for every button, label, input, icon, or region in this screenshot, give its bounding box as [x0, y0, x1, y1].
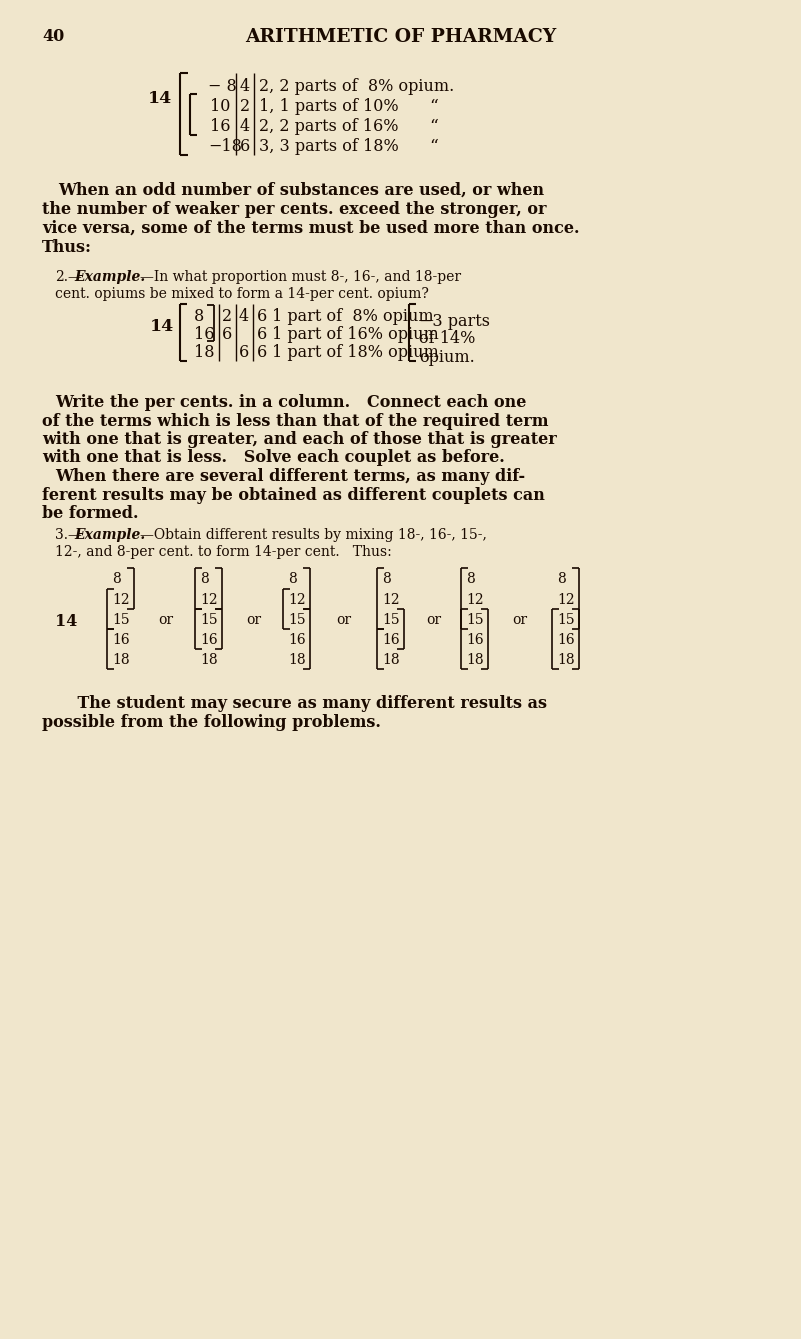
Text: 2: 2	[240, 98, 250, 115]
Text: 12: 12	[200, 593, 218, 607]
Text: 8: 8	[112, 572, 121, 586]
Text: Example.: Example.	[74, 270, 145, 284]
Text: 12: 12	[466, 593, 484, 607]
Text: 6: 6	[257, 344, 268, 362]
Text: of 14%: of 14%	[419, 329, 475, 347]
Text: 14: 14	[150, 317, 175, 335]
Text: 1 part of  8% opium: 1 part of 8% opium	[272, 308, 433, 325]
Text: 18: 18	[382, 653, 400, 667]
Text: 1, 1 parts of 10%: 1, 1 parts of 10%	[259, 98, 399, 115]
Text: 15: 15	[466, 613, 484, 627]
Text: 2, 2 parts of  8% opium.: 2, 2 parts of 8% opium.	[259, 78, 454, 95]
Text: 16: 16	[288, 633, 306, 647]
Text: When there are several different terms, as many dif-: When there are several different terms, …	[55, 469, 525, 485]
Text: 3.—: 3.—	[55, 528, 82, 542]
Text: cent. opiums be mixed to form a 14-per cent. opium?: cent. opiums be mixed to form a 14-per c…	[55, 287, 429, 301]
Text: 8: 8	[466, 572, 475, 586]
Text: 1 part of 18% opium: 1 part of 18% opium	[272, 344, 439, 362]
Text: 16: 16	[200, 633, 218, 647]
Text: 12: 12	[112, 593, 130, 607]
Text: 15: 15	[557, 613, 574, 627]
Text: 12: 12	[382, 593, 400, 607]
Text: 2, 2 parts of 16%: 2, 2 parts of 16%	[259, 118, 399, 135]
Text: or: or	[512, 613, 527, 627]
Text: 16: 16	[194, 325, 215, 343]
Text: 18: 18	[194, 344, 215, 362]
Text: − 8: − 8	[208, 78, 237, 95]
Text: ferent results may be obtained as different couplets can: ferent results may be obtained as differ…	[42, 486, 545, 503]
Text: 1 part of 16% opium: 1 part of 16% opium	[272, 325, 439, 343]
Text: 18: 18	[112, 653, 130, 667]
Text: —Obtain different results by mixing 18-, 16-, 15-,: —Obtain different results by mixing 18-,…	[140, 528, 487, 542]
Text: 16: 16	[210, 118, 231, 135]
Text: be formed.: be formed.	[42, 505, 139, 522]
Text: with one that is greater, and each of those that is greater: with one that is greater, and each of th…	[42, 431, 557, 449]
Text: 14: 14	[55, 613, 78, 631]
Text: 6: 6	[257, 308, 268, 325]
Text: 12: 12	[557, 593, 574, 607]
Text: or: or	[426, 613, 441, 627]
Text: “: “	[429, 98, 438, 115]
Text: 40: 40	[42, 28, 64, 46]
Text: or: or	[158, 613, 173, 627]
Text: 15: 15	[200, 613, 218, 627]
Text: Thus:: Thus:	[42, 238, 92, 256]
Text: 4: 4	[239, 308, 249, 325]
Text: opium.: opium.	[419, 349, 475, 366]
Text: 8: 8	[557, 572, 566, 586]
Text: 2: 2	[222, 308, 232, 325]
Text: 15: 15	[112, 613, 130, 627]
Text: 6: 6	[239, 344, 249, 362]
Text: 8: 8	[200, 572, 209, 586]
Text: 3, 3 parts of 18%: 3, 3 parts of 18%	[259, 138, 399, 155]
Text: 16: 16	[557, 633, 574, 647]
Text: or: or	[336, 613, 351, 627]
Text: 2.—: 2.—	[55, 270, 82, 284]
Text: 18: 18	[200, 653, 218, 667]
Text: −3 parts: −3 parts	[419, 313, 490, 329]
Text: 16: 16	[112, 633, 130, 647]
Text: 8: 8	[288, 572, 296, 586]
Text: 18: 18	[466, 653, 484, 667]
Text: 6: 6	[222, 325, 232, 343]
Text: When an odd number of substances are used, or when: When an odd number of substances are use…	[58, 182, 544, 200]
Text: The student may secure as many different results as: The student may secure as many different…	[55, 695, 547, 712]
Text: 12: 12	[288, 593, 306, 607]
Text: 6: 6	[240, 138, 250, 155]
Text: or: or	[246, 613, 261, 627]
Text: 8: 8	[194, 308, 204, 325]
Text: 4: 4	[240, 118, 250, 135]
Text: 16: 16	[466, 633, 484, 647]
Text: “: “	[429, 118, 438, 135]
Text: “: “	[429, 138, 438, 155]
Text: Write the per cents. in a column.   Connect each one: Write the per cents. in a column. Connec…	[55, 394, 526, 411]
Text: ARITHMETIC OF PHARMACY: ARITHMETIC OF PHARMACY	[245, 28, 557, 46]
Text: 6: 6	[257, 325, 268, 343]
Text: 15: 15	[288, 613, 306, 627]
Text: vice versa, some of the terms must be used more than once.: vice versa, some of the terms must be us…	[42, 220, 579, 237]
Text: —In what proportion must 8-, 16-, and 18-per: —In what proportion must 8-, 16-, and 18…	[140, 270, 461, 284]
Text: 15: 15	[382, 613, 400, 627]
Text: 18: 18	[557, 653, 574, 667]
Text: −18: −18	[208, 138, 242, 155]
Text: 14: 14	[148, 90, 172, 107]
Text: the number of weaker per cents. exceed the stronger, or: the number of weaker per cents. exceed t…	[42, 201, 546, 218]
Text: 10: 10	[210, 98, 231, 115]
Text: 16: 16	[382, 633, 400, 647]
Text: 18: 18	[288, 653, 306, 667]
Text: Example.: Example.	[74, 528, 145, 542]
Text: 12-, and 8-per cent. to form 14-per cent.   Thus:: 12-, and 8-per cent. to form 14-per cent…	[55, 545, 392, 558]
Text: possible from the following problems.: possible from the following problems.	[42, 714, 380, 731]
Text: 4: 4	[240, 78, 250, 95]
Text: of the terms which is less than that of the required term: of the terms which is less than that of …	[42, 412, 549, 430]
Text: with one that is less.   Solve each couplet as before.: with one that is less. Solve each couple…	[42, 450, 505, 466]
Text: 8: 8	[382, 572, 391, 586]
